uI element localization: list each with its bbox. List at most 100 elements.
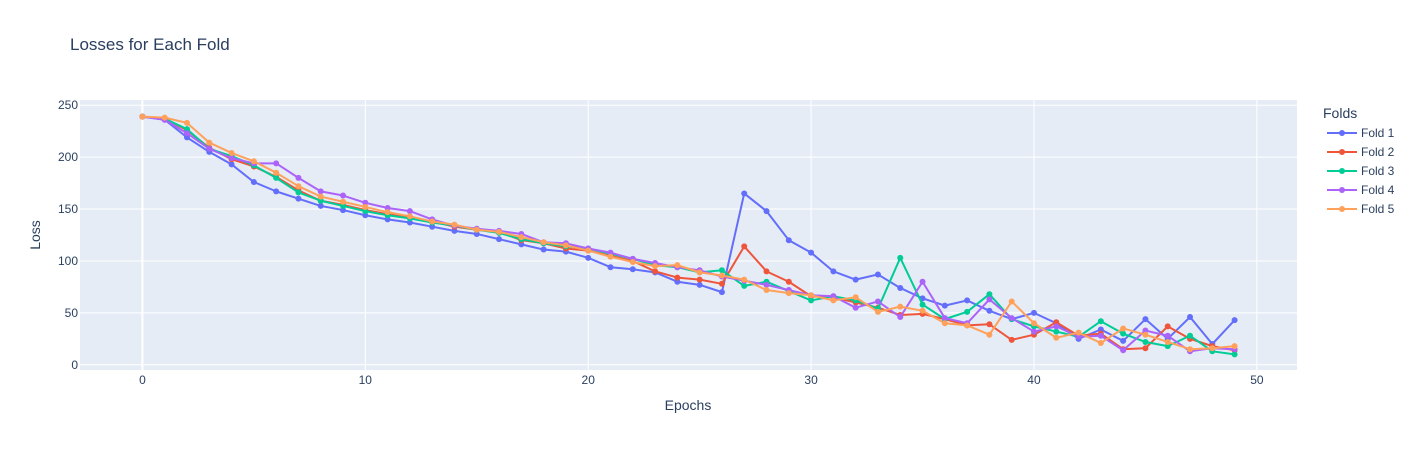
legend-swatch-marker (1339, 149, 1345, 155)
data-point (273, 188, 280, 195)
data-point (496, 236, 503, 243)
data-point (161, 114, 168, 121)
data-point (384, 209, 391, 216)
chart-title: Losses for Each Fold (70, 35, 230, 54)
data-point (986, 331, 993, 338)
data-point (362, 208, 369, 215)
data-point (785, 278, 792, 285)
data-point (1142, 316, 1149, 323)
legend: Folds Fold 1 Fold 2 Fold 3 Fold 4 Fold 5 (1323, 105, 1395, 216)
data-point (830, 268, 837, 275)
data-point (518, 241, 525, 248)
legend-swatch-marker (1339, 206, 1345, 212)
data-point (1142, 338, 1149, 345)
data-point (518, 234, 525, 241)
data-point (852, 276, 859, 283)
legend-item-fold-5[interactable]: Fold 5 (1327, 202, 1395, 216)
data-point (674, 278, 681, 285)
data-point (1142, 345, 1149, 352)
data-point (1053, 323, 1060, 330)
data-point (763, 281, 770, 288)
data-point (362, 199, 369, 206)
data-point (763, 268, 770, 275)
x-tick-label: 40 (1027, 373, 1041, 387)
data-point (317, 188, 324, 195)
data-point (451, 221, 458, 228)
series-line-fold-1 (142, 115, 1236, 346)
data-point (273, 169, 280, 176)
x-tick-label: 10 (359, 373, 373, 387)
data-point (1120, 337, 1127, 344)
grid (80, 100, 1297, 370)
data-point (1120, 325, 1127, 332)
legend-item-fold-2[interactable]: Fold 2 (1327, 145, 1395, 159)
y-tick-label: 50 (65, 306, 79, 320)
series-line-fold-5 (142, 115, 1235, 351)
data-point (295, 195, 302, 202)
data-point (1164, 323, 1171, 330)
y-axis-ticks: 0 50 100 150 200 250 (58, 98, 78, 372)
legend-item-fold-1[interactable]: Fold 1 (1327, 126, 1395, 140)
data-point (1120, 330, 1127, 337)
data-point (1209, 345, 1216, 352)
data-point (1164, 338, 1171, 345)
data-point (785, 237, 792, 244)
data-point (1008, 315, 1015, 322)
data-point (741, 190, 748, 197)
y-tick-label: 100 (58, 254, 78, 268)
legend-item-fold-4[interactable]: Fold 4 (1327, 183, 1395, 197)
data-point (986, 296, 993, 303)
data-point (1187, 346, 1194, 353)
data-point (986, 321, 993, 328)
legend-title: Folds (1323, 105, 1357, 121)
data-point (964, 322, 971, 329)
data-point (562, 242, 569, 249)
data-point (1164, 332, 1171, 339)
data-point (317, 193, 324, 200)
data-point (941, 320, 948, 327)
data-point (1097, 318, 1104, 325)
data-point (674, 262, 681, 269)
y-tick-label: 250 (58, 98, 78, 112)
data-point (496, 228, 503, 235)
legend-label: Fold 5 (1361, 202, 1395, 216)
data-point (1030, 328, 1037, 335)
data-point (919, 278, 926, 285)
data-point (696, 281, 703, 288)
data-point (696, 276, 703, 283)
data-point (674, 274, 681, 281)
data-point (1008, 336, 1015, 343)
data-point (473, 226, 480, 233)
data-point (183, 119, 190, 126)
data-point (451, 227, 458, 234)
data-point (183, 134, 190, 141)
data-point (874, 271, 881, 278)
data-point (607, 249, 614, 256)
data-point (986, 291, 993, 298)
data-point (652, 268, 659, 275)
data-point (1097, 340, 1104, 346)
data-point (1053, 328, 1060, 335)
data-point (897, 314, 904, 321)
data-point (964, 308, 971, 315)
data-point (607, 253, 614, 260)
data-point (429, 218, 436, 225)
data-point (741, 243, 748, 250)
legend-label: Fold 3 (1361, 164, 1395, 178)
data-point (1231, 317, 1238, 324)
series-fold-1 (139, 113, 1238, 348)
data-point (897, 303, 904, 310)
data-point (295, 174, 302, 181)
data-point (741, 282, 748, 289)
data-point (340, 202, 347, 209)
legend-label: Fold 4 (1361, 183, 1395, 197)
legend-label: Fold 1 (1361, 126, 1395, 140)
y-axis-title: Loss (27, 220, 43, 250)
data-point (1053, 334, 1060, 341)
data-point (317, 197, 324, 204)
legend-item-fold-3[interactable]: Fold 3 (1327, 164, 1395, 178)
data-point (696, 269, 703, 276)
data-point (1231, 351, 1238, 358)
data-point (852, 294, 859, 301)
